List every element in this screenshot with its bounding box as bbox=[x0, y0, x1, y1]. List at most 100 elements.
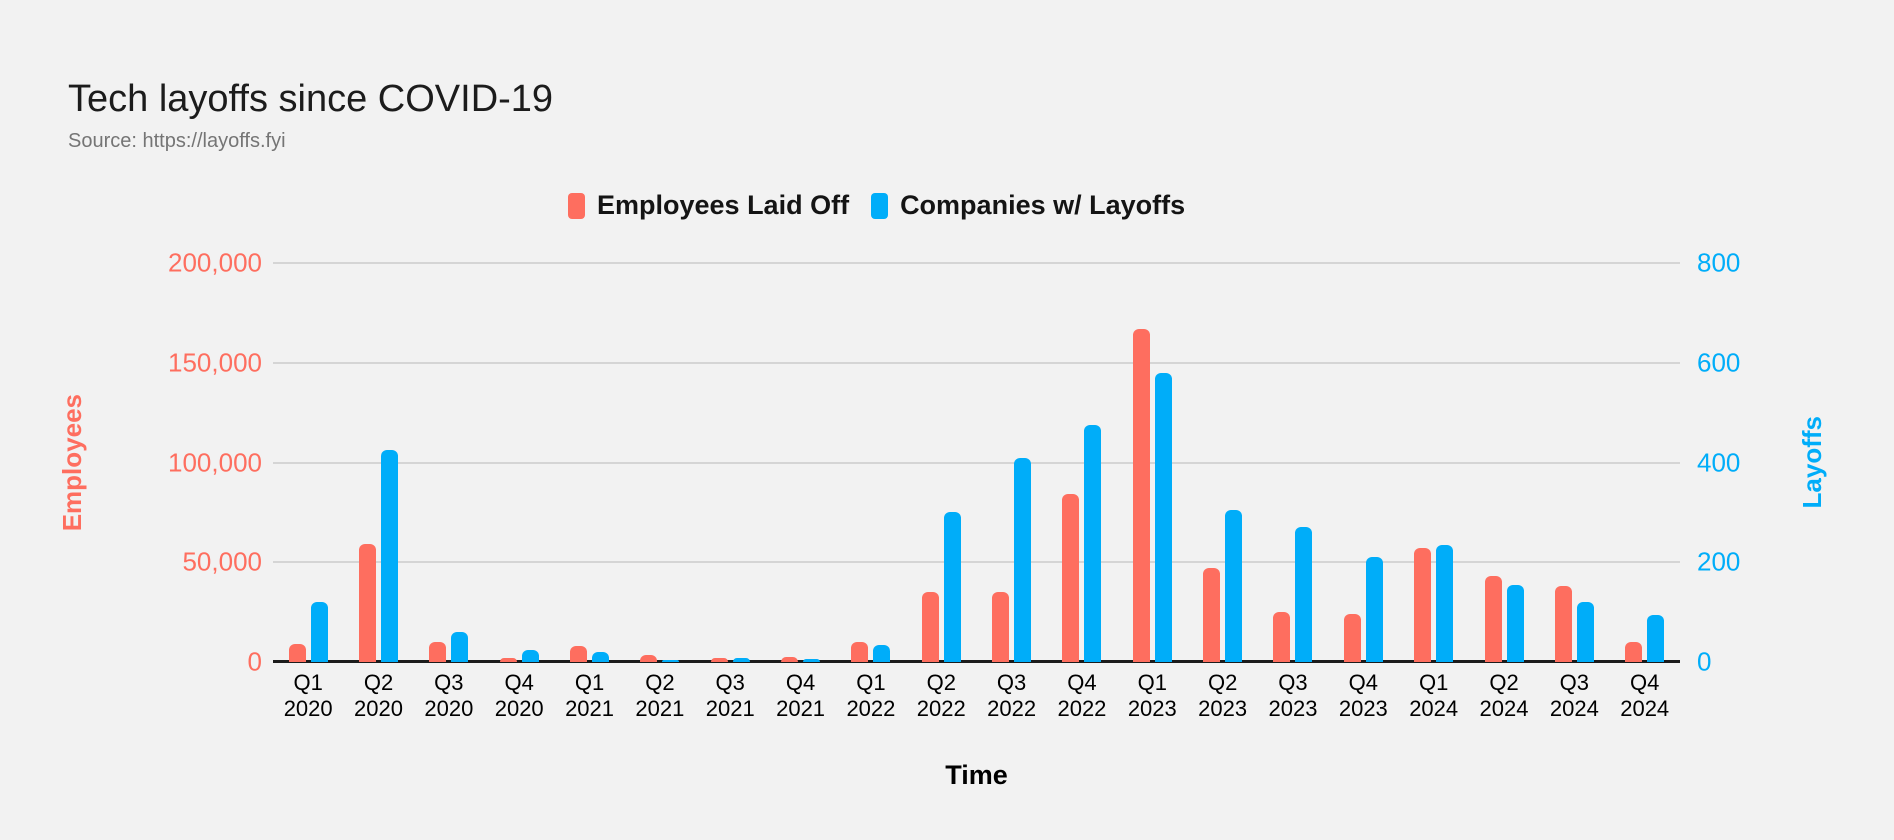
employees-bar-q1-2024[interactable] bbox=[1414, 548, 1432, 662]
legend-item-companies: Companies w/ Layoffs bbox=[871, 190, 1185, 221]
x-tick-q2-2021: Q2 2021 bbox=[635, 670, 685, 721]
bar-group-q2-2021 bbox=[625, 263, 695, 662]
x-tick-q2-2023: Q2 2023 bbox=[1198, 670, 1248, 721]
employees-bar-q3-2024[interactable] bbox=[1554, 586, 1572, 662]
gridline bbox=[273, 461, 1680, 464]
companies-bar-q2-2023[interactable] bbox=[1225, 509, 1243, 662]
companies-bar-q2-2024[interactable] bbox=[1506, 584, 1524, 662]
left-axis-ticks: 0 50,000 100,000 150,000 200,000 bbox=[0, 248, 262, 677]
employees-bar-q4-2023[interactable] bbox=[1343, 614, 1361, 662]
bar-group-q2-2022 bbox=[906, 263, 976, 662]
legend-label-companies: Companies w/ Layoffs bbox=[900, 190, 1186, 220]
y-left-label: 50,000 bbox=[182, 546, 262, 577]
y-left-label: 0 bbox=[247, 646, 262, 677]
x-tick-q2-2020: Q2 2020 bbox=[354, 670, 403, 721]
right-axis-ticks: 0 200 400 600 800 bbox=[1697, 248, 1857, 677]
bar-group-q1-2021 bbox=[554, 263, 624, 662]
y-right-label: 600 bbox=[1697, 347, 1741, 378]
y-left-label: 100,000 bbox=[168, 447, 262, 477]
companies-bar-q1-2023[interactable] bbox=[1154, 372, 1172, 662]
bar-group-q4-2021 bbox=[765, 263, 835, 662]
employees-bar-q4-2024[interactable] bbox=[1625, 642, 1643, 662]
x-tick-q4-2023: Q4 2023 bbox=[1338, 670, 1388, 721]
companies-bar-q3-2023[interactable] bbox=[1295, 527, 1313, 662]
bar-group-q3-2020 bbox=[414, 263, 484, 662]
employees-bar-q2-2021[interactable] bbox=[640, 655, 658, 662]
gridline bbox=[273, 262, 1680, 264]
plot-area bbox=[273, 262, 1680, 663]
bar-group-q2-2023 bbox=[1187, 263, 1257, 662]
bar-group-q3-2022 bbox=[976, 263, 1046, 662]
employees-bar-q1-2022[interactable] bbox=[851, 642, 869, 662]
employees-bar-q4-2021[interactable] bbox=[781, 657, 799, 662]
x-tick-q4-2024: Q4 2024 bbox=[1620, 670, 1670, 721]
employees-bar-q1-2020[interactable] bbox=[288, 644, 306, 662]
companies-bar-q3-2022[interactable] bbox=[1014, 457, 1032, 662]
bar-group-q3-2023 bbox=[1258, 263, 1328, 662]
companies-bar-q1-2021[interactable] bbox=[592, 652, 610, 662]
y-right-label: 800 bbox=[1697, 247, 1741, 278]
bar-group-q3-2024 bbox=[1539, 263, 1609, 662]
bars-layer bbox=[273, 263, 1680, 662]
chart-title: Tech layoffs since COVID-19 bbox=[68, 78, 554, 120]
employees-bar-q3-2021[interactable] bbox=[710, 658, 728, 662]
x-tick-q2-2022: Q2 2022 bbox=[916, 670, 966, 721]
employees-bar-q3-2020[interactable] bbox=[429, 642, 447, 662]
employees-bar-q3-2023[interactable] bbox=[1273, 612, 1291, 662]
bar-group-q3-2021 bbox=[695, 263, 765, 662]
bar-group-q1-2020 bbox=[273, 263, 343, 662]
legend-swatch-companies-icon bbox=[871, 192, 889, 219]
employees-bar-q1-2021[interactable] bbox=[570, 646, 588, 662]
companies-bar-q4-2020[interactable] bbox=[521, 649, 539, 662]
y-right-label: 0 bbox=[1697, 646, 1712, 677]
bar-group-q1-2024 bbox=[1399, 263, 1469, 662]
bar-group-q2-2024 bbox=[1469, 263, 1539, 662]
legend-item-employees: Employees Laid Off bbox=[568, 190, 849, 221]
companies-bar-q1-2020[interactable] bbox=[310, 602, 328, 662]
companies-bar-q3-2020[interactable] bbox=[451, 632, 469, 662]
employees-bar-q2-2023[interactable] bbox=[1203, 568, 1221, 662]
x-tick-q3-2022: Q3 2022 bbox=[987, 670, 1037, 721]
companies-bar-q1-2024[interactable] bbox=[1436, 544, 1454, 662]
companies-bar-q1-2022[interactable] bbox=[873, 644, 891, 662]
companies-bar-q2-2021[interactable] bbox=[662, 659, 680, 662]
employees-bar-q3-2022[interactable] bbox=[992, 592, 1010, 662]
companies-bar-q2-2020[interactable] bbox=[381, 450, 399, 662]
bar-group-q4-2022 bbox=[1047, 263, 1117, 662]
bar-group-q4-2020 bbox=[484, 263, 554, 662]
bar-group-q1-2023 bbox=[1117, 263, 1187, 662]
companies-bar-q3-2024[interactable] bbox=[1576, 602, 1594, 662]
companies-bar-q4-2022[interactable] bbox=[1084, 425, 1102, 662]
x-tick-q1-2022: Q1 2022 bbox=[846, 670, 896, 721]
x-axis-title: Time bbox=[945, 760, 1008, 790]
companies-bar-q4-2023[interactable] bbox=[1365, 557, 1383, 662]
employees-bar-q4-2022[interactable] bbox=[1062, 494, 1080, 662]
gridline bbox=[273, 561, 1680, 564]
employees-bar-q2-2022[interactable] bbox=[921, 592, 939, 662]
bar-group-q4-2024 bbox=[1610, 263, 1680, 662]
companies-bar-q2-2022[interactable] bbox=[943, 512, 961, 662]
bar-group-q1-2022 bbox=[836, 263, 906, 662]
x-tick-q3-2020: Q3 2020 bbox=[424, 670, 474, 721]
employees-bar-q1-2023[interactable] bbox=[1132, 328, 1150, 662]
x-tick-q4-2022: Q4 2022 bbox=[1057, 670, 1107, 721]
x-axis-ticks: Q1 2020 Q2 2020 Q3 2020 Q4 2020 Q1 2021 Q2 2021 Q3 20… bbox=[273, 670, 1680, 722]
chart-source: Source: https://layoffs.fyi bbox=[68, 130, 286, 152]
x-tick-q3-2023: Q3 2023 bbox=[1268, 670, 1318, 721]
x-tick-q3-2024: Q3 2024 bbox=[1549, 670, 1599, 721]
x-axis-baseline bbox=[273, 660, 1680, 663]
employees-bar-q2-2024[interactable] bbox=[1484, 576, 1502, 662]
x-tick-q3-2021: Q3 2021 bbox=[705, 670, 755, 721]
companies-bar-q4-2021[interactable] bbox=[803, 659, 821, 662]
x-tick-q2-2024: Q2 2024 bbox=[1479, 670, 1529, 721]
x-tick-q1-2021: Q1 2021 bbox=[565, 670, 615, 721]
x-tick-q1-2024: Q1 2024 bbox=[1409, 670, 1459, 721]
legend-swatch-employees-icon bbox=[568, 192, 585, 219]
employees-bar-q2-2020[interactable] bbox=[359, 544, 377, 662]
companies-bar-q3-2021[interactable] bbox=[732, 658, 750, 662]
y-right-label: 200 bbox=[1697, 546, 1741, 577]
x-tick-q4-2021: Q4 2021 bbox=[776, 670, 826, 721]
employees-bar-q4-2020[interactable] bbox=[499, 658, 517, 662]
y-left-label: 150,000 bbox=[168, 347, 262, 378]
companies-bar-q4-2024[interactable] bbox=[1647, 614, 1665, 662]
